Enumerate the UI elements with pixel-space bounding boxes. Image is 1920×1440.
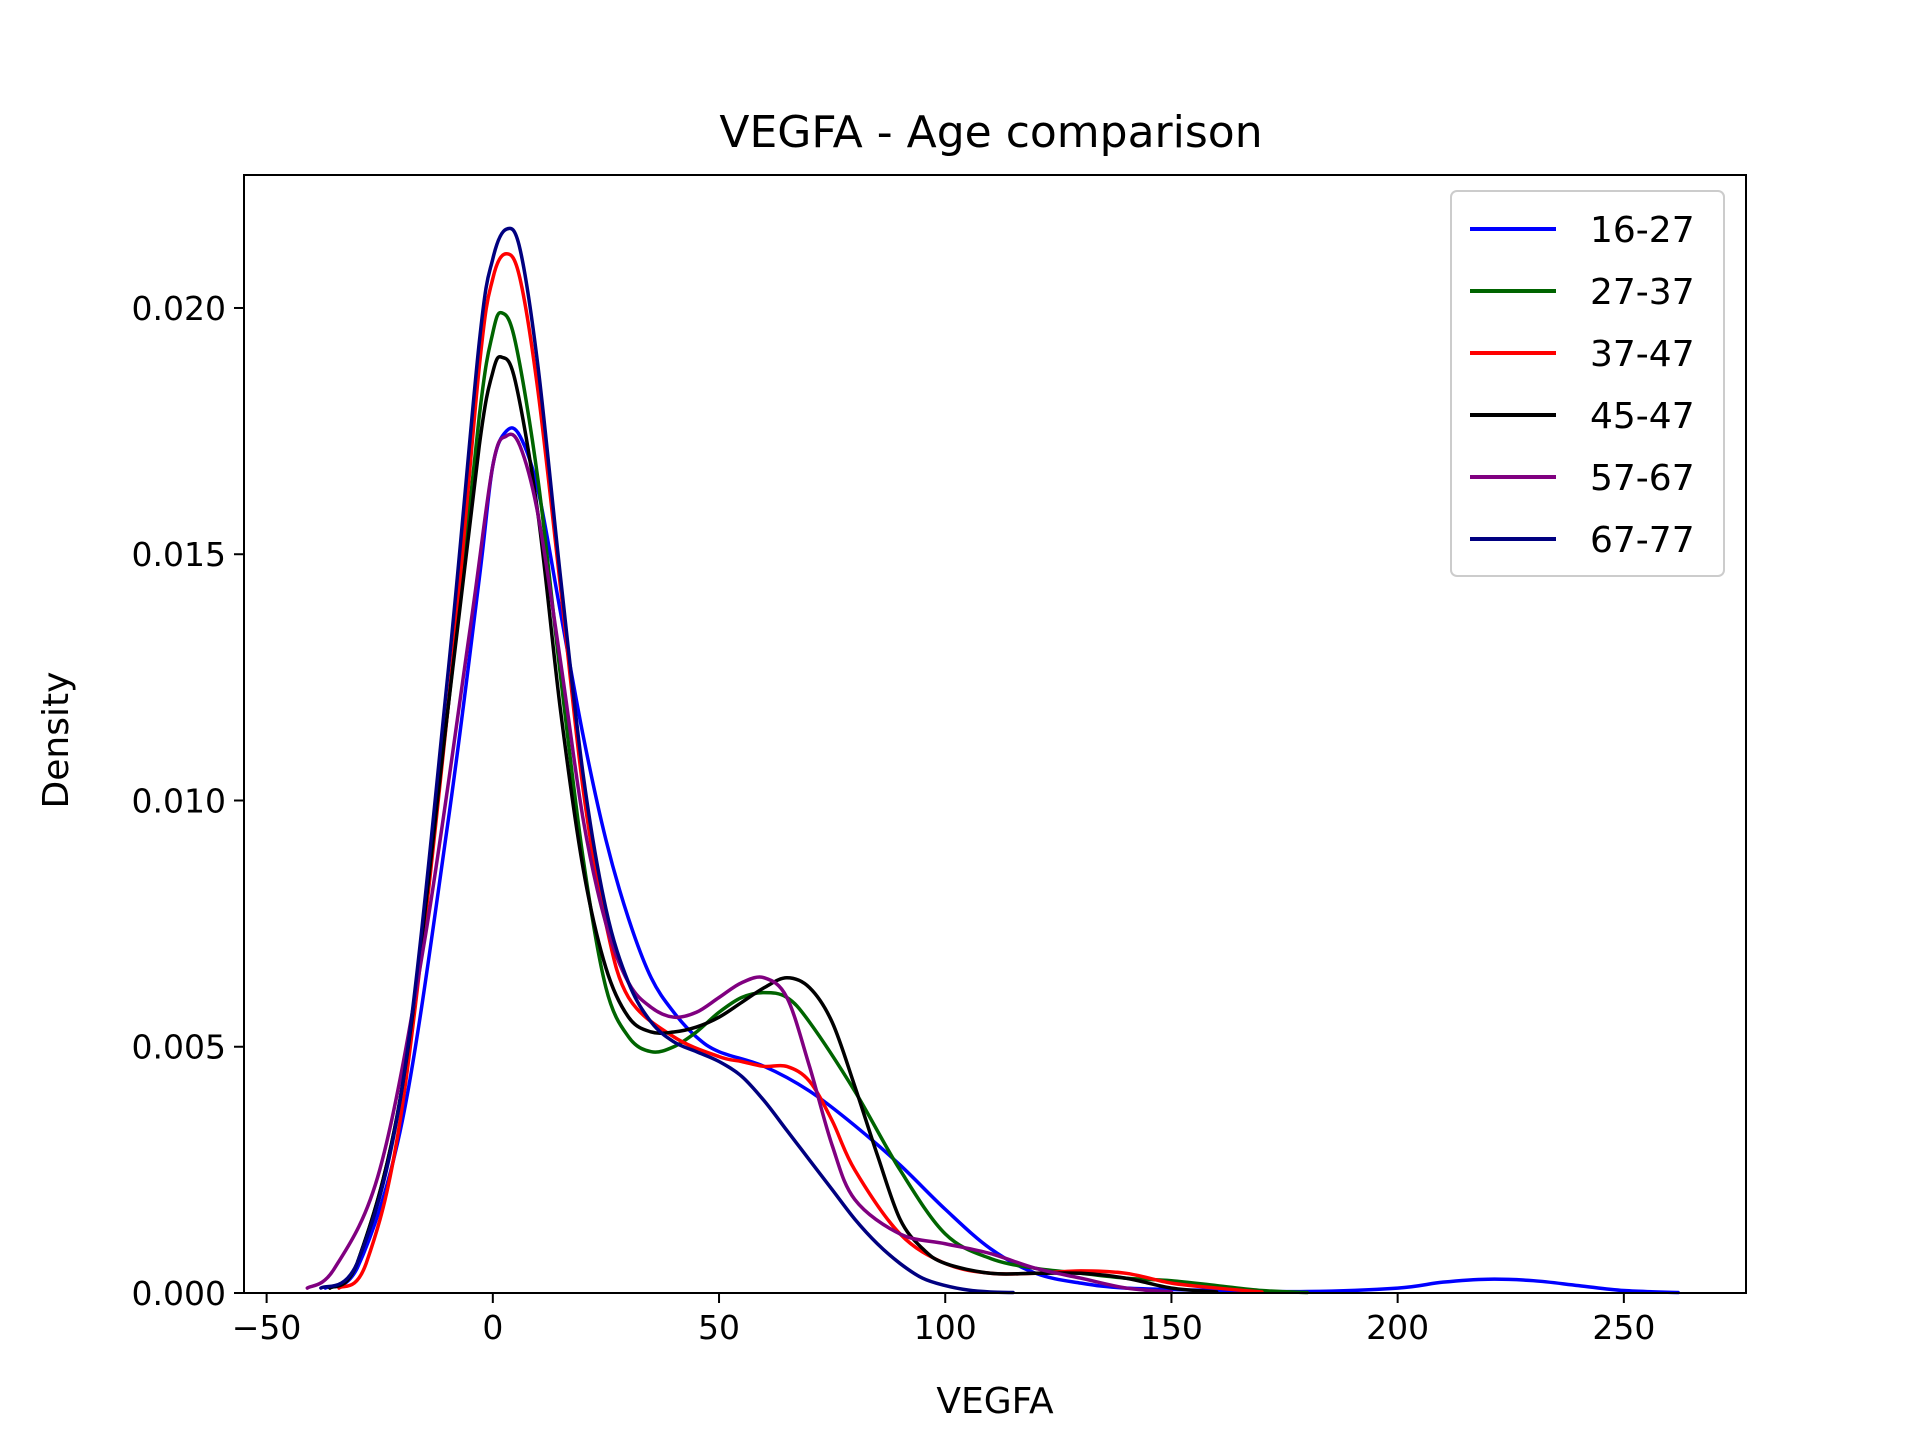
legend-item-67-77: 67-77: [1470, 520, 1695, 561]
y-tick-label: 0.015: [132, 535, 226, 574]
y-tick-label: 0.010: [132, 781, 226, 820]
x-axis-label: VEGFA: [936, 1381, 1054, 1422]
y-tick-label: 0.020: [132, 289, 226, 328]
x-tick-label: 100: [914, 1308, 977, 1347]
y-axis-label: Density: [36, 672, 77, 809]
x-tick-label: 150: [1140, 1308, 1203, 1347]
x-tick-label: 200: [1366, 1308, 1429, 1347]
legend-label: 57-67: [1590, 458, 1695, 499]
legend-label: 37-47: [1590, 334, 1695, 375]
x-tick-label: 250: [1592, 1308, 1655, 1347]
x-axis: −50 0 50 100 150 200 250: [232, 1293, 1655, 1347]
series-layer: [305, 226, 1680, 1295]
legend: 16-27 27-37 37-47 45-47 57-67 67-77: [1450, 190, 1725, 577]
legend-label: 67-77: [1590, 520, 1695, 561]
legend-label: 27-37: [1590, 272, 1695, 313]
legend-label: 45-47: [1590, 396, 1695, 437]
plot-area: [243, 174, 1747, 1295]
x-tick-label: 50: [698, 1308, 740, 1347]
legend-item-45-47: 45-47: [1470, 396, 1695, 437]
series-line-67-77: [319, 226, 1015, 1295]
series-line-45-47: [328, 355, 1219, 1294]
y-axis: 0.000 0.005 0.010 0.015 0.020: [132, 289, 244, 1313]
series-line-57-67: [305, 432, 1174, 1294]
y-tick-label: 0.000: [132, 1274, 226, 1313]
legend-item-37-47: 37-47: [1470, 334, 1695, 375]
legend-item-57-67: 57-67: [1470, 458, 1695, 499]
y-tick-label: 0.005: [132, 1028, 226, 1067]
legend-items: 16-27 27-37 37-47 45-47 57-67 67-77: [1470, 210, 1695, 561]
legend-box: [1450, 190, 1725, 577]
x-tick-label: 0: [482, 1308, 503, 1347]
plot-frame: [243, 174, 1747, 1294]
series-line-16-27: [323, 426, 1680, 1295]
legend-label: 16-27: [1590, 210, 1695, 251]
legend-item-27-37: 27-37: [1470, 272, 1695, 313]
chart-title: VEGFA - Age comparison: [719, 107, 1262, 158]
x-tick-label: −50: [232, 1308, 302, 1347]
legend-item-16-27: 16-27: [1470, 210, 1695, 251]
